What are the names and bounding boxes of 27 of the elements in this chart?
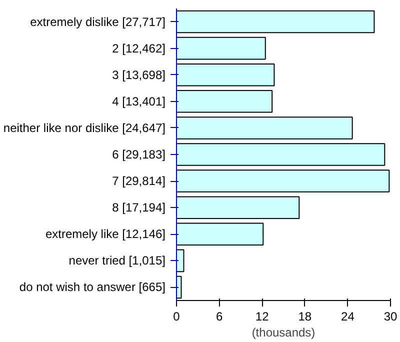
bar — [176, 170, 390, 192]
y-tick-label: neither like nor dislike [24,647] — [3, 120, 166, 135]
y-tick-label: never tried [1,015] — [68, 254, 166, 268]
bar — [176, 63, 275, 86]
bar — [176, 143, 386, 166]
x-tick-label: 0 — [173, 310, 180, 324]
x-tick-label: 6 — [216, 310, 223, 324]
bar — [176, 36, 266, 60]
y-tick-label: 3 [13,698] — [112, 68, 166, 82]
x-axis-title: (thousands) — [252, 326, 316, 340]
y-tick-label: do not wish to answer [665] — [19, 280, 166, 294]
y-tick-label: 7 [29,814] — [112, 174, 166, 188]
x-tick-label: 24 — [341, 310, 355, 324]
y-tick-label: extremely like [12,146] — [45, 227, 166, 242]
bar — [176, 90, 273, 113]
y-tick-label: 6 [29,183] — [112, 148, 166, 162]
bar — [176, 116, 353, 140]
x-tick-label: 30 — [384, 310, 398, 324]
y-tick-label: extremely dislike [27,717] — [30, 14, 166, 29]
y-tick-label: 4 [13,401] — [112, 94, 166, 108]
y-tick-label: 2 [12,462] — [112, 41, 166, 56]
bar — [176, 10, 375, 34]
bar — [176, 196, 300, 219]
y-tick-label: 8 [17,194] — [112, 200, 166, 215]
x-tick-label: 12 — [255, 310, 270, 324]
bar — [176, 222, 264, 246]
x-tick-label: 18 — [298, 310, 312, 324]
